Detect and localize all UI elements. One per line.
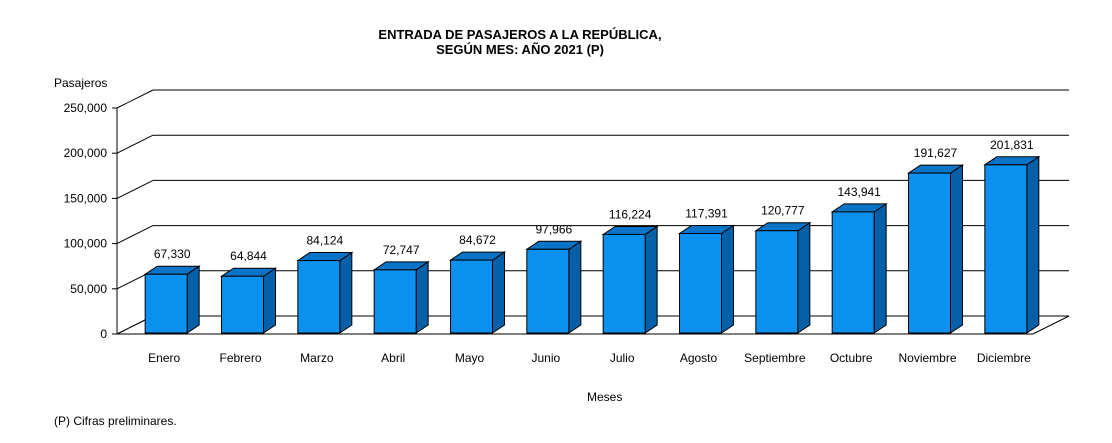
- y-tick-label: 0: [100, 327, 107, 341]
- x-tick-label: Diciembre: [977, 351, 1031, 365]
- x-tick-label: Agosto: [680, 351, 718, 365]
- x-tick-label: Junio: [531, 351, 560, 365]
- bar-side: [339, 251, 353, 334]
- bar-side: [492, 251, 505, 334]
- data-label: 117,391: [685, 206, 728, 220]
- x-tick-label: Febrero: [219, 351, 261, 365]
- gridline-side: [116, 89, 154, 109]
- data-label: 72,747: [383, 243, 420, 257]
- bar: [373, 269, 417, 334]
- footnote: (P) Cifras preliminares.: [54, 414, 177, 428]
- y-tick-label: 200,000: [64, 146, 108, 160]
- y-tick-label: 50,000: [70, 282, 107, 296]
- bar-side: [415, 260, 429, 334]
- x-axis-label: Meses: [587, 390, 623, 404]
- bar: [144, 273, 188, 334]
- bar: [297, 260, 341, 334]
- y-tick-label: 250,000: [64, 101, 108, 115]
- y-tick-label: 150,000: [64, 191, 108, 205]
- data-label: 84,672: [459, 233, 496, 247]
- bar-side: [186, 265, 200, 334]
- bar-side: [721, 224, 734, 334]
- data-label: 97,966: [535, 222, 572, 236]
- bar: [221, 275, 264, 334]
- gridline-side: [116, 134, 154, 154]
- x-tick-label: Abril: [381, 351, 405, 365]
- data-label: 201,831: [990, 138, 1034, 152]
- bar: [984, 164, 1028, 334]
- x-tick-label: Marzo: [300, 351, 334, 365]
- bar: [526, 248, 570, 334]
- x-tick-label: Noviembre: [898, 351, 956, 365]
- bar: [602, 233, 646, 334]
- bar-side: [263, 267, 276, 334]
- bar-side: [1026, 155, 1040, 334]
- y-axis-label: Pasajeros: [54, 76, 108, 90]
- bar: [450, 259, 493, 334]
- bar-side: [950, 164, 963, 334]
- data-label: 67,330: [154, 247, 191, 261]
- floor: [116, 315, 1070, 335]
- chart-title: ENTRADA DE PASAJEROS A LA REPÚBLICA,: [378, 27, 662, 42]
- y-tick-label: 100,000: [64, 237, 108, 251]
- axes: [112, 107, 1070, 335]
- x-tick-label: Mayo: [455, 351, 485, 365]
- bar: [831, 211, 875, 334]
- x-tick-label: Enero: [148, 351, 180, 365]
- bar-side: [873, 202, 887, 334]
- bars: [143, 155, 1041, 334]
- bar-side: [568, 240, 582, 334]
- bar: [755, 230, 799, 334]
- bar-side: [644, 225, 658, 334]
- x-tick-label: Septiembre: [744, 351, 806, 365]
- data-label: 64,844: [230, 249, 267, 263]
- labels: 0 50,000 100,000 150,000 200,000 250,000 67,33…: [64, 101, 1034, 365]
- gridline-side: [116, 225, 154, 245]
- data-label: 191,627: [914, 146, 958, 160]
- data-label: 143,941: [837, 185, 881, 199]
- x-tick-label: Octubre: [830, 351, 873, 365]
- data-label: 116,224: [609, 207, 652, 221]
- gridline-side: [116, 179, 154, 199]
- bar: [908, 172, 951, 334]
- chart-subtitle: SEGÚN MES: AÑO 2021 (P): [436, 42, 604, 57]
- bar-side: [797, 221, 811, 334]
- data-label: 84,124: [306, 234, 343, 248]
- bar: [679, 232, 722, 334]
- data-label: 120,777: [761, 204, 805, 218]
- x-tick-label: Julio: [610, 351, 635, 365]
